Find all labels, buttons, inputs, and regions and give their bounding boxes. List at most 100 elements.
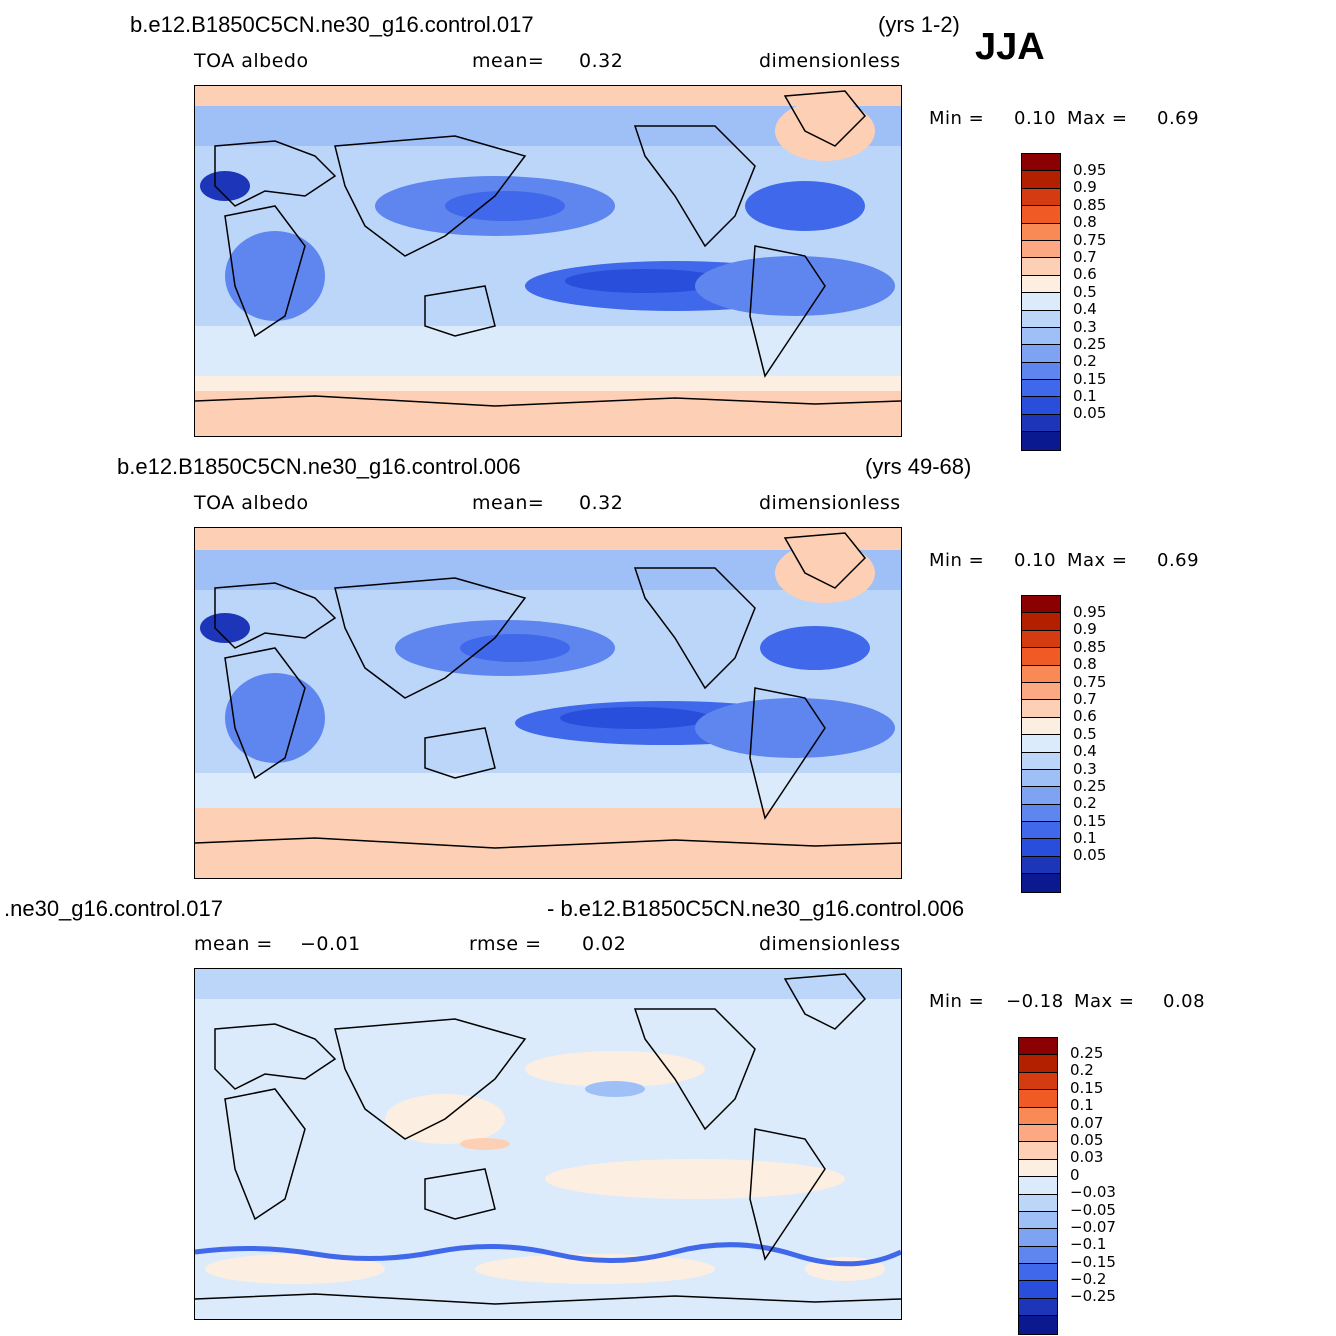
colorbar-swatch bbox=[1022, 630, 1060, 649]
colorbar-swatch bbox=[1022, 432, 1060, 450]
colorbar-swatch bbox=[1022, 596, 1060, 614]
colorbar-level-label: 0 bbox=[1070, 1165, 1080, 1184]
colorbar-level-label: 0.8 bbox=[1073, 655, 1097, 674]
colorbar-level-label: 0.5 bbox=[1073, 724, 1097, 743]
colorbar-level-label: 0.95 bbox=[1073, 603, 1107, 621]
colorbar-swatch bbox=[1019, 1159, 1057, 1178]
colorbar-level-label: 0.1 bbox=[1073, 829, 1097, 848]
panel1-mean-value: 0.32 bbox=[579, 50, 624, 72]
colorbar-level-label: 0.75 bbox=[1073, 672, 1107, 691]
panel3-map bbox=[194, 968, 902, 1320]
colorbar-level-label: 0.15 bbox=[1073, 369, 1107, 388]
colorbar-swatch bbox=[1022, 822, 1060, 840]
colorbar-level-label: 0.6 bbox=[1073, 265, 1097, 284]
season-label: JJA bbox=[975, 26, 1045, 68]
panel3-units: dimensionless bbox=[759, 933, 901, 955]
colorbar-swatch bbox=[1022, 188, 1060, 207]
colorbar-level-label: −0.25 bbox=[1070, 1287, 1116, 1306]
panel2-units: dimensionless bbox=[759, 492, 901, 514]
panel3-colorbar bbox=[1018, 1037, 1058, 1335]
colorbar-swatch bbox=[1022, 804, 1060, 823]
panel3-rmse-value: 0.02 bbox=[582, 933, 627, 955]
colorbar-swatch bbox=[1022, 240, 1060, 259]
colorbar-swatch bbox=[1022, 856, 1060, 875]
panel1-field-svg bbox=[195, 86, 901, 436]
panel2-map bbox=[194, 527, 902, 879]
panel2-mean-label: mean= bbox=[472, 492, 545, 514]
colorbar-swatch bbox=[1019, 1142, 1057, 1160]
colorbar-level-label: 0.1 bbox=[1073, 387, 1097, 406]
colorbar-level-label: 0.2 bbox=[1073, 352, 1097, 371]
panel3-case-left: .ne30_g16.control.017 bbox=[4, 896, 223, 921]
panel2-colorbar-labels: 0.95 0.9 0.85 0.8 0.75 0.7 0.6 0.5 0.4 0.3 0.25 0.2… bbox=[1073, 603, 1107, 865]
panel3-max-value: 0.08 bbox=[1163, 991, 1206, 1012]
panel1-map bbox=[194, 85, 902, 437]
panel3-min-value: −0.18 bbox=[1006, 991, 1064, 1012]
colorbar-swatch bbox=[1022, 414, 1060, 433]
colorbar-level-label: 0.15 bbox=[1073, 811, 1107, 830]
colorbar-swatch bbox=[1019, 1298, 1057, 1317]
colorbar-swatch bbox=[1019, 1072, 1057, 1091]
panel1-min-label: Min = bbox=[929, 108, 985, 129]
colorbar-swatch bbox=[1019, 1124, 1057, 1143]
colorbar-swatch bbox=[1022, 665, 1060, 683]
colorbar-level-label: 0.8 bbox=[1073, 213, 1097, 232]
panel3-mean-value: −0.01 bbox=[300, 933, 361, 955]
colorbar-swatch bbox=[1022, 275, 1060, 294]
colorbar-level-label: −0.05 bbox=[1070, 1200, 1116, 1219]
colorbar-swatch bbox=[1022, 839, 1060, 857]
colorbar-swatch bbox=[1019, 1246, 1057, 1265]
panel3-rmse-label: rmse = bbox=[469, 933, 542, 955]
colorbar-level-label: 0.15 bbox=[1070, 1078, 1104, 1097]
panel3-mean-label: mean = bbox=[194, 933, 273, 955]
colorbar-swatch bbox=[1022, 787, 1060, 805]
colorbar-level-label: 0.05 bbox=[1073, 846, 1107, 865]
colorbar-level-label: −0.07 bbox=[1070, 1217, 1116, 1236]
colorbar-swatch bbox=[1022, 258, 1060, 276]
colorbar-swatch bbox=[1022, 682, 1060, 701]
colorbar-level-label: 0.3 bbox=[1073, 759, 1097, 778]
panel1-min-value: 0.10 bbox=[1014, 108, 1057, 129]
panel1-case-title: b.e12.B1850C5CN.ne30_g16.control.017 bbox=[130, 12, 534, 37]
colorbar-level-label: 0.2 bbox=[1073, 794, 1097, 813]
panel1-max-label: Max = bbox=[1067, 108, 1128, 129]
panel2-colorbar bbox=[1021, 595, 1061, 893]
colorbar-level-label: 0.1 bbox=[1070, 1096, 1094, 1115]
panel3-colorbar-labels: 0.25 0.2 0.15 0.1 0.07 0.05 0.03 0 −0.03 −0.05 −0.… bbox=[1070, 1044, 1116, 1306]
colorbar-swatch bbox=[1022, 397, 1060, 415]
colorbar-swatch bbox=[1022, 327, 1060, 346]
panel2-mean-value: 0.32 bbox=[579, 492, 624, 514]
colorbar-level-label: 0.75 bbox=[1073, 230, 1107, 249]
colorbar-level-label: 0.7 bbox=[1073, 689, 1097, 708]
colorbar-swatch bbox=[1019, 1281, 1057, 1299]
panel2-max-value: 0.69 bbox=[1157, 550, 1200, 571]
colorbar-level-label: 0.25 bbox=[1070, 1044, 1104, 1062]
colorbar-swatch bbox=[1019, 1211, 1057, 1230]
colorbar-level-label: 0.03 bbox=[1070, 1148, 1104, 1167]
colorbar-swatch bbox=[1022, 293, 1060, 311]
colorbar-swatch bbox=[1019, 1229, 1057, 1247]
colorbar-level-label: 0.4 bbox=[1073, 300, 1097, 319]
colorbar-level-label: 0.85 bbox=[1073, 637, 1107, 656]
colorbar-swatch bbox=[1022, 310, 1060, 328]
colorbar-swatch bbox=[1022, 752, 1060, 770]
panel1-mean-label: mean= bbox=[472, 50, 545, 72]
panel1-colorbar bbox=[1021, 153, 1061, 451]
panel2-max-label: Max = bbox=[1067, 550, 1128, 571]
colorbar-swatch bbox=[1019, 1264, 1057, 1282]
panel2-min-label: Min = bbox=[929, 550, 985, 571]
colorbar-swatch bbox=[1019, 1038, 1057, 1056]
colorbar-level-label: 0.5 bbox=[1073, 282, 1097, 301]
panel2-variable: TOA albedo bbox=[194, 492, 309, 514]
panel3-max-label: Max = bbox=[1074, 991, 1135, 1012]
colorbar-swatch bbox=[1022, 613, 1060, 631]
colorbar-level-label: 0.9 bbox=[1073, 620, 1097, 639]
colorbar-level-label: −0.1 bbox=[1070, 1235, 1107, 1254]
colorbar-swatch bbox=[1022, 735, 1060, 753]
colorbar-swatch bbox=[1019, 1316, 1057, 1334]
colorbar-level-label: 0.7 bbox=[1073, 247, 1097, 266]
colorbar-swatch bbox=[1019, 1177, 1057, 1195]
panel2-field-svg bbox=[195, 528, 901, 878]
colorbar-level-label: 0.95 bbox=[1073, 161, 1107, 179]
colorbar-swatch bbox=[1022, 171, 1060, 189]
